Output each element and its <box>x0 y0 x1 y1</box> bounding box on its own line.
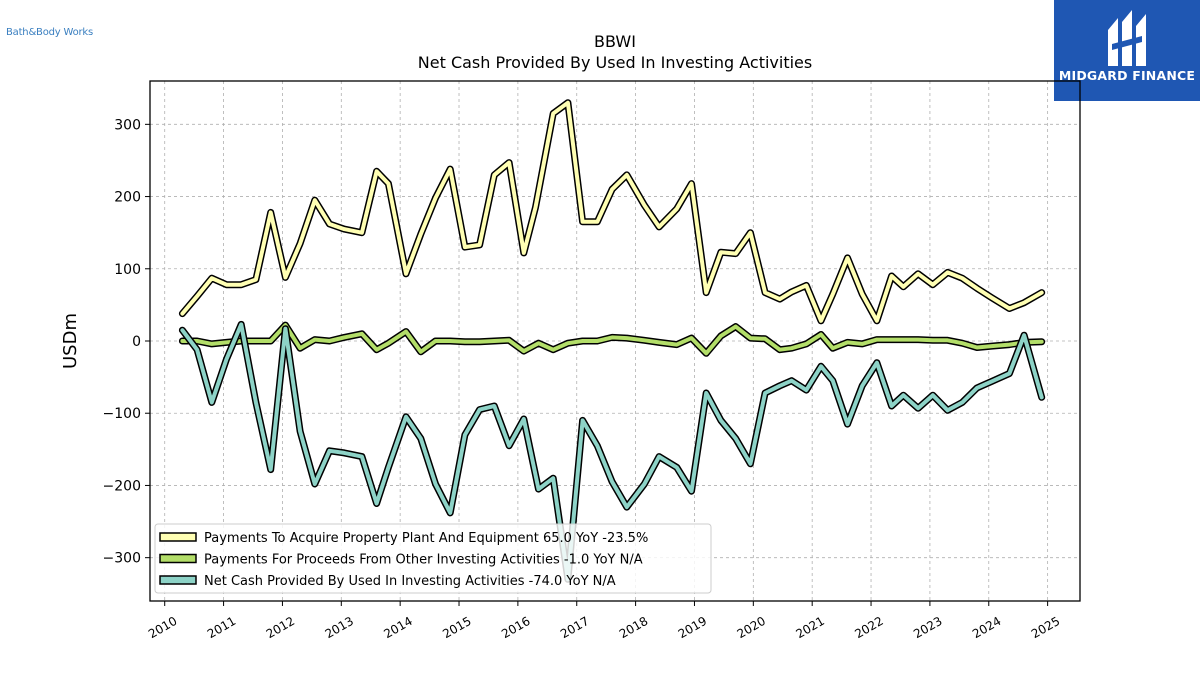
y-tick-label: 200 <box>114 190 141 206</box>
y-tick-label: −300 <box>103 551 141 567</box>
company-logo: Bath&Body Works <box>6 27 94 38</box>
y-tick-label: −100 <box>103 406 141 422</box>
midgard-emblem-icon <box>1108 10 1146 66</box>
x-tick-label: 2013 <box>323 614 356 641</box>
legend-swatch-3 <box>159 575 197 585</box>
y-tick-label: 0 <box>132 334 141 350</box>
series-line-1 <box>180 100 1044 323</box>
watermark-text: MIDGARD FINANCE <box>1058 68 1196 83</box>
y-tick-label: 300 <box>114 117 141 133</box>
x-tick-label: 2016 <box>499 614 532 641</box>
x-tick-label: 2018 <box>617 614 650 641</box>
legend-swatch-1 <box>159 532 197 542</box>
legend-label-1: Payments To Acquire Property Plant And E… <box>204 531 648 546</box>
legend-label-2: Payments For Proceeds From Other Investi… <box>204 553 643 568</box>
series-lines <box>178 99 1046 583</box>
x-tick-label: 2015 <box>440 614 473 641</box>
legend-box <box>154 523 712 594</box>
legend: Payments To Acquire Property Plant And E… <box>154 523 712 594</box>
y-tick-label: 100 <box>114 262 141 278</box>
x-tick-label: 2011 <box>205 614 238 641</box>
x-tick-label: 2024 <box>970 614 1003 641</box>
legend-swatch-2 <box>159 553 197 564</box>
x-tick-label: 2019 <box>676 614 709 641</box>
x-tick-label: 2025 <box>1029 614 1062 641</box>
series-line-2 <box>180 323 1044 356</box>
chart-subtitle: Net Cash Provided By Used In Investing A… <box>418 53 812 72</box>
x-tick-label: 2014 <box>381 614 414 641</box>
x-tick-label: 2023 <box>911 614 944 641</box>
x-tick-label: 2021 <box>793 614 826 641</box>
x-tick-label: 2017 <box>558 614 591 641</box>
x-axis: 2010 2011 2012 2013 2014 2015 2016 2017 2018 2019… <box>146 601 1062 641</box>
y-tick-label: −200 <box>103 478 141 494</box>
series-line-3 <box>180 322 1044 582</box>
y-axis: −300 −200 −100 0 100 200 300 <box>103 117 150 567</box>
chart-title: BBWI <box>594 32 636 51</box>
x-tick-label: 2010 <box>146 614 179 641</box>
x-tick-label: 2012 <box>264 614 297 641</box>
x-tick-label: 2020 <box>735 614 768 641</box>
x-tick-label: 2022 <box>852 614 885 641</box>
legend-label-3: Net Cash Provided By Used In Investing A… <box>204 574 616 589</box>
y-axis-label: USDm <box>60 313 81 369</box>
midgard-finance-logo: MIDGARD FINANCE <box>1054 0 1200 101</box>
